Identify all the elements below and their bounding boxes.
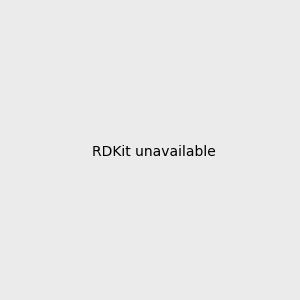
Text: RDKit unavailable: RDKit unavailable xyxy=(92,145,216,158)
